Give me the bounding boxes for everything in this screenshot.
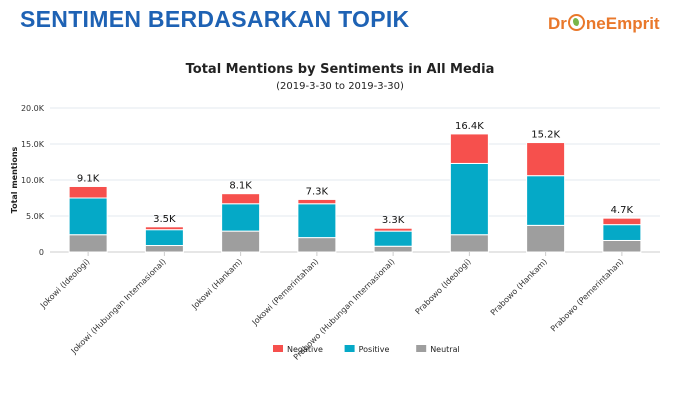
grid-lines — [50, 107, 660, 253]
y-axis-label: Total mentions — [10, 146, 19, 213]
y-tick-label: 15.0K — [21, 140, 45, 149]
bar-segment-negative — [373, 227, 413, 232]
bar-segment-negative — [297, 198, 337, 205]
total-data-label: 15.2K — [531, 130, 560, 141]
bar-segment-negative — [602, 217, 642, 226]
drone-emprit-logo: Dr neEmprit — [548, 14, 660, 34]
bar-segment-neutral — [297, 237, 337, 253]
total-data-label: 16.4K — [455, 121, 484, 132]
x-tick-label: Jokowi (Pemerintahan) — [250, 257, 321, 328]
y-tick-label: 5.0K — [26, 212, 45, 221]
bar-segment-neutral — [602, 239, 642, 253]
logo-text-start: Dr — [548, 14, 567, 33]
bar-segment-negative — [68, 185, 108, 199]
y-tick-label: 10.0K — [21, 176, 45, 185]
legend-label-positive: Positive — [359, 345, 390, 354]
chart-subtitle: (2019-3-30 to 2019-3-30) — [276, 81, 404, 92]
x-tick-label: Jokowi (Ideologi) — [38, 257, 92, 311]
bar-segment-negative — [221, 193, 261, 205]
logo-bird-icon — [567, 14, 585, 31]
bar-segment-positive — [297, 203, 337, 239]
bar-segment-negative — [144, 226, 184, 231]
y-tick-label: 0 — [39, 248, 44, 257]
legend-swatch-neutral — [416, 345, 427, 352]
bar-segment-negative — [449, 133, 489, 164]
total-data-label: 8.1K — [229, 181, 252, 192]
y-tick-label: 20.0K — [21, 104, 45, 113]
bar-segment-negative — [526, 142, 566, 177]
bar-segment-positive — [526, 175, 566, 226]
bar-segment-neutral — [526, 224, 566, 253]
legend: Negative Positive Neutral — [273, 345, 460, 354]
legend-label-neutral: Neutral — [430, 345, 460, 354]
x-tick-label: Prabowo (Hankam) — [489, 257, 549, 317]
total-data-label: 9.1K — [77, 173, 100, 184]
legend-swatch-positive — [344, 345, 355, 352]
legend-label-negative: Negative — [287, 345, 323, 354]
chart-title: Total Mentions by Sentiments in All Medi… — [185, 62, 495, 77]
bar-segment-neutral — [68, 234, 108, 253]
total-data-label: 4.7K — [611, 205, 634, 216]
x-axis-ticks: Jokowi (Ideologi)Jokowi (Hubungan Intern… — [38, 252, 625, 362]
bar-segment-positive — [144, 229, 184, 247]
total-data-label: 7.3K — [306, 186, 329, 197]
x-tick-label: Jokowi (Hankam) — [189, 257, 244, 312]
x-tick-label: Prabowo (Ideologi) — [414, 257, 473, 316]
bar-segment-positive — [449, 162, 489, 236]
page-title: SENTIMEN BERDASARKAN TOPIK — [20, 6, 410, 32]
bar-segment-positive — [68, 197, 108, 236]
logo-text-end: neEmprit — [585, 14, 660, 33]
x-tick-label: Prabowo (Pemerintahan) — [549, 257, 625, 333]
bar-segment-positive — [602, 224, 642, 241]
bar-segment-positive — [221, 203, 261, 232]
total-data-label: 3.3K — [382, 215, 405, 226]
bar-segment-neutral — [144, 245, 184, 253]
y-axis-ticks: 0 5.0K 10.0K 15.0K 20.0K — [21, 104, 45, 257]
legend-swatch-negative — [273, 345, 283, 352]
x-tick-label: Jokowi (Hubungan Internasional) — [69, 257, 168, 356]
bar-segment-positive — [373, 230, 413, 247]
bar-segment-neutral — [449, 234, 489, 253]
total-data-label: 3.5K — [153, 214, 176, 225]
bar-segment-neutral — [221, 230, 261, 253]
bar-segment-neutral — [373, 245, 413, 253]
bars: 9.1K 3.5K 8.1K 7.3K 3.3K 16.4K 15.2K 4.7K — [68, 121, 642, 253]
